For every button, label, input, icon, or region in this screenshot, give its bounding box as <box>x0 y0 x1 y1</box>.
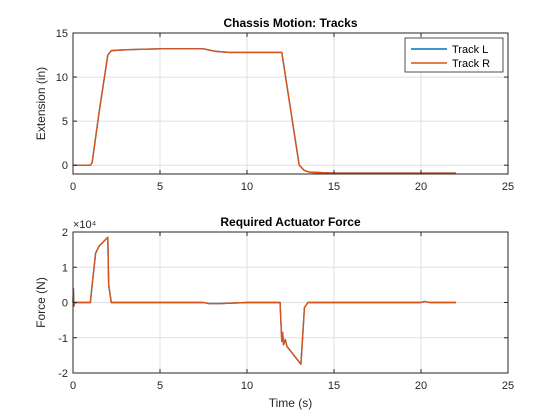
x-axis-label: Time (s) <box>269 396 313 410</box>
x-tick-label: 20 <box>415 380 427 392</box>
x-tick-label: 10 <box>241 380 253 392</box>
chart-title: Chassis Motion: Tracks <box>223 16 357 30</box>
legend: Track L Track R <box>404 37 504 73</box>
legend-box <box>404 37 504 73</box>
x-tick-label: 0 <box>70 181 76 193</box>
y-tick-label: 10 <box>56 72 68 84</box>
y-tick-label: 1 <box>62 262 68 274</box>
tick-marks: 0 5 10 15 20 25 0 5 10 15 <box>56 28 514 193</box>
legend-label-track-r: Track R <box>452 58 490 70</box>
series-line-1 <box>72 236 456 365</box>
x-tick-label: 25 <box>502 380 514 392</box>
series-group <box>73 48 456 174</box>
x-tick-label: 10 <box>241 181 253 193</box>
x-tick-label: 25 <box>502 181 514 193</box>
x-tick-label: 0 <box>70 380 76 392</box>
y-axis-label: Force (N) <box>34 277 48 328</box>
x-tick-label: 15 <box>328 181 340 193</box>
chart-actuator-force: 0 5 10 15 20 25 -2 -1 0 1 2 Required Actuator Forc… <box>34 215 514 410</box>
axes-frame <box>72 32 509 175</box>
y-tick-label: 15 <box>56 28 68 40</box>
x-tick-label: 5 <box>157 380 163 392</box>
chart-title: Required Actuator Force <box>220 215 361 229</box>
series-group <box>72 236 456 365</box>
legend-label-track-l: Track L <box>452 44 488 56</box>
y-tick-label: 5 <box>62 116 68 128</box>
y-tick-label: 2 <box>62 227 68 239</box>
y-tick-label: 0 <box>62 160 68 172</box>
x-tick-label: 20 <box>415 181 427 193</box>
y-axis-label: Extension (in) <box>34 67 48 140</box>
y-axis-exponent: ×10⁴ <box>73 219 97 231</box>
x-tick-label: 15 <box>328 380 340 392</box>
y-tick-label: 0 <box>62 298 68 310</box>
tick-marks: 0 5 10 15 20 25 -2 -1 0 1 2 <box>58 227 514 392</box>
series-line-1 <box>73 48 456 174</box>
x-tick-label: 5 <box>157 181 163 193</box>
y-tick-label: -2 <box>58 368 68 380</box>
y-tick-label: -1 <box>58 333 68 345</box>
